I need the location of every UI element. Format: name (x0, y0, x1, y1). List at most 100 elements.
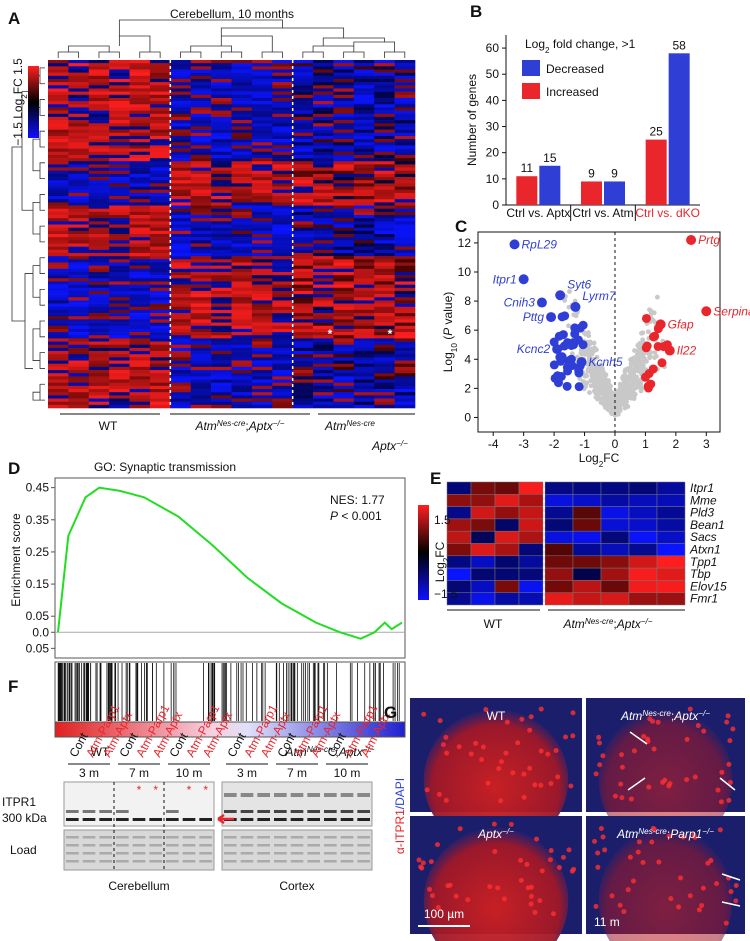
background-point (562, 297, 568, 303)
text-part: WT (91, 745, 110, 759)
heatmap-cell (292, 332, 314, 336)
heatmap-cell (190, 351, 212, 355)
heatmap-cell (333, 338, 355, 342)
heatmap-cell (313, 211, 334, 216)
heatmap-cell (494, 543, 520, 557)
heatmap-cell (544, 555, 574, 569)
heatmap-cell (211, 297, 232, 301)
heatmap-cell (292, 360, 314, 365)
heatmap-cell (129, 88, 151, 92)
heatmap-cell (272, 148, 293, 153)
heatmap-cell (313, 332, 334, 336)
heatmap-cell (251, 107, 273, 111)
heatmap-cell (170, 382, 192, 387)
heatmap-cell (129, 72, 151, 77)
heatmap-cell (88, 259, 110, 263)
purkinje-cell (602, 847, 608, 853)
heatmap-cell (251, 332, 273, 336)
heatmap-cell (353, 113, 375, 118)
heatmap-cell (129, 230, 151, 235)
heatmap-cell (149, 319, 171, 323)
timepoint-label: 3 m (79, 766, 99, 780)
purkinje-cell (445, 883, 451, 889)
heatmap-cell (333, 389, 355, 393)
heatmap-cell (231, 183, 253, 187)
y-tick-label: 6 (464, 323, 471, 337)
heatmap-cell (353, 199, 375, 203)
heatmap-cell (394, 154, 416, 159)
heatmap-cell (374, 249, 395, 254)
heatmap-cell (231, 268, 253, 273)
purkinje-cell (692, 774, 698, 780)
heatmap-cell (292, 173, 314, 178)
heatmap-cell (394, 246, 416, 251)
heatmap-cell (313, 186, 334, 191)
heatmap-cell (149, 313, 171, 317)
heatmap-cell (292, 126, 314, 130)
heatmap-cell (353, 91, 375, 96)
heatmap-cell (251, 382, 273, 387)
background-point (608, 409, 614, 415)
band (357, 793, 370, 797)
heatmap-cell (272, 284, 293, 289)
heatmap-cell (231, 249, 253, 254)
heatmap-cell (231, 262, 253, 266)
heatmap-cell (374, 123, 395, 127)
purkinje-cell (563, 734, 569, 740)
heatmap-cell (251, 300, 273, 304)
heatmap-cell (313, 132, 334, 137)
purkinje-cell (527, 765, 533, 771)
heatmap-cell (48, 341, 69, 346)
heatmap-cell (353, 376, 375, 380)
background-point (588, 378, 594, 384)
heatmap-cell (109, 243, 130, 247)
heatmap-cell (211, 309, 232, 314)
heatmap-cell (211, 151, 232, 156)
heatmap-cell (353, 256, 375, 260)
heatmap-cell (333, 294, 355, 298)
heatmap-cell (292, 335, 314, 339)
heatmap-cell (88, 69, 110, 73)
heatmap-cell (211, 88, 232, 92)
purkinje-cell (537, 898, 543, 904)
heatmap-cell (129, 268, 151, 273)
heatmap-cell (333, 354, 355, 358)
heatmap-cell (149, 164, 171, 168)
band (340, 793, 354, 797)
heatmap-cell (190, 126, 212, 130)
heatmap-cell (129, 158, 151, 162)
band (290, 844, 304, 847)
heatmap-cell (231, 284, 253, 289)
heatmap-cell (149, 91, 171, 96)
heatmap-cell (68, 294, 90, 298)
heatmap-cell (374, 113, 395, 118)
heatmap-cell (88, 237, 110, 241)
background-point (640, 372, 650, 382)
heatmap-cell (313, 322, 334, 327)
heatmap-cell (313, 78, 334, 83)
heatmap-cell (231, 360, 253, 365)
heatmap-cell (292, 234, 314, 238)
heatmap-cell (170, 370, 192, 374)
heatmap-cell (109, 205, 130, 209)
heatmap-cell (190, 347, 212, 352)
heatmap-cell (129, 322, 151, 327)
heatmap-cell (292, 97, 314, 102)
heatmap-cell (129, 357, 151, 361)
heatmap-cell (88, 177, 110, 181)
heatmap-cell (149, 234, 171, 238)
background-point (639, 385, 645, 391)
purkinje-cell (619, 752, 625, 758)
purkinje-cell (518, 877, 524, 883)
text-part: ; (667, 827, 670, 841)
heatmap-cell (374, 110, 395, 115)
heatmap-cell (231, 392, 253, 396)
heatmap-cell (272, 180, 293, 184)
heatmap-cell (109, 287, 130, 292)
heatmap-cell (333, 300, 355, 304)
heatmap-cell (68, 66, 90, 70)
heatmap-cell (374, 240, 395, 244)
heatmap-cell (149, 306, 171, 311)
heatmap-cell (170, 351, 192, 355)
heatmap-cell (374, 60, 395, 64)
